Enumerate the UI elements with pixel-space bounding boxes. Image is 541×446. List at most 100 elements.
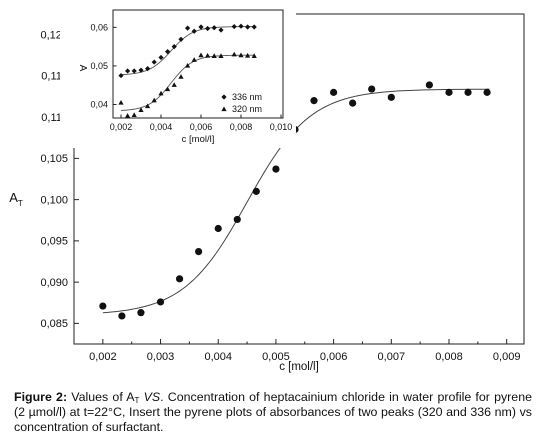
main-x-axis-label: c [mol/l] (279, 361, 319, 373)
main-data-point (175, 275, 184, 283)
inset-data-point (171, 82, 177, 87)
inset-data-point (125, 113, 131, 118)
y-tick-label: 0,100 (40, 194, 68, 206)
inset-data-point (218, 27, 224, 33)
main-data-point (137, 309, 145, 317)
caption-text-1: Values of A (67, 390, 135, 404)
inset-data-point (151, 97, 157, 103)
main-data-point (464, 88, 472, 96)
main-data-point (349, 99, 357, 107)
y-tick-label: 0,05 (90, 61, 108, 71)
main-data-point (156, 298, 165, 306)
inset-data-point (145, 103, 151, 109)
inset-y-axis: 0,04 0,05 0,06 (90, 23, 117, 110)
main-series-points (99, 81, 491, 320)
x-tick-label: 0,002 (89, 351, 117, 363)
inset-x-axis: 0,002 0,004 0,006 0,008 0,010 (110, 114, 292, 132)
caption-label: Figure 2: (14, 390, 68, 404)
main-y-axis-label-main: A (9, 190, 18, 205)
inset-data-point (191, 57, 197, 62)
inset-data-point (125, 68, 131, 74)
inset-data-point (178, 74, 184, 79)
inset-data-point (151, 59, 157, 65)
inset-data-point (205, 52, 211, 58)
caption-text-2: . Concentration of heptacainium chloride… (14, 390, 532, 434)
inset-data-point (238, 23, 244, 29)
inset-data-point (118, 72, 124, 79)
y-tick-label: 0,090 (40, 277, 68, 289)
main-y-axis-label-sub: T (18, 199, 23, 208)
inset-data-point (185, 25, 191, 31)
x-tick-label: 0,006 (190, 122, 213, 132)
inset-plot-frame (112, 9, 284, 119)
inset-data-point (238, 52, 244, 58)
inset-data-point (185, 62, 191, 68)
x-tick-label: 0,009 (493, 351, 521, 363)
inset-data-point (145, 66, 151, 72)
legend-label: 336 nm (232, 92, 262, 102)
inset-data-point (158, 90, 164, 96)
main-data-point (272, 165, 280, 173)
x-tick-label: 0,004 (150, 122, 173, 132)
inset-data-point (211, 53, 217, 58)
x-tick-label: 0,008 (230, 122, 253, 132)
inset-data-point (171, 44, 177, 50)
x-tick-label: 0,003 (147, 351, 175, 363)
inset-data-point (251, 24, 257, 30)
inset-data-point (231, 51, 237, 57)
inset-data-point (205, 25, 211, 32)
inset-data-point (165, 86, 171, 92)
inset-data-point (245, 52, 251, 58)
inset-data-point (118, 99, 124, 105)
main-x-axis: 0,002 0,003 0,004 0,005 0,006 0,007 0,008 0,009 (89, 339, 520, 363)
inset-data-point (138, 67, 144, 73)
x-tick-label: 0,008 (435, 351, 463, 363)
y-tick-label: 0,095 (40, 236, 68, 248)
main-data-point (118, 312, 126, 320)
main-data-point (310, 97, 318, 105)
main-data-point (330, 88, 338, 96)
y-tick-label: 0,085 (40, 318, 68, 330)
inset-x-axis-label: c [mol/l] (182, 134, 215, 145)
main-data-point (233, 215, 241, 224)
inset-data-point (218, 53, 224, 58)
main-data-point (387, 93, 395, 101)
inset-data-point (198, 24, 204, 30)
inset-background (60, 4, 296, 148)
main-y-axis-label: AT (9, 190, 23, 208)
main-data-point (368, 85, 376, 93)
x-tick-label: 0,005 (262, 351, 290, 363)
inset-data-point (231, 23, 237, 30)
y-tick-label: 0,06 (90, 23, 108, 33)
legend-marker (221, 106, 227, 112)
x-tick-label: 0,004 (204, 351, 232, 363)
figure-caption: Figure 2: Values of AT VS. Concentration… (14, 390, 532, 435)
figure: 0,002 0,003 0,004 0,005 0,006 0,007 0,008 0,009… (9, 4, 525, 373)
x-tick-label: 0,007 (378, 351, 406, 363)
inset-series-points (118, 23, 257, 118)
inset-data-point (245, 24, 251, 30)
inset-data-point (165, 49, 171, 55)
inset-data-point (211, 25, 217, 31)
legend-label: 320 nm (232, 104, 262, 114)
caption-vs: VS (143, 390, 161, 404)
y-tick-label: 0,105 (40, 153, 68, 165)
main-data-point (252, 187, 260, 195)
main-plot-frame (73, 13, 525, 345)
inset-data-point (138, 107, 144, 112)
inset-data-point (158, 54, 164, 61)
inset-data-point (191, 28, 197, 34)
inset-chart: 0,002 0,004 0,006 0,008 0,010 0,04 0,05 0,06 c… (60, 4, 296, 148)
main-data-point (195, 248, 203, 256)
legend-marker (221, 94, 227, 100)
inset-y-axis-label: A (77, 65, 88, 72)
main-data-point (483, 88, 491, 96)
caption-subscript: T (134, 396, 140, 405)
main-data-point (445, 88, 453, 96)
y-tick-label: 0,04 (90, 100, 108, 110)
inset-data-point (198, 52, 204, 58)
inset-data-point (131, 68, 137, 74)
inset-data-point (251, 53, 257, 58)
inset-data-point (178, 36, 184, 42)
x-tick-label: 0,006 (320, 351, 348, 363)
